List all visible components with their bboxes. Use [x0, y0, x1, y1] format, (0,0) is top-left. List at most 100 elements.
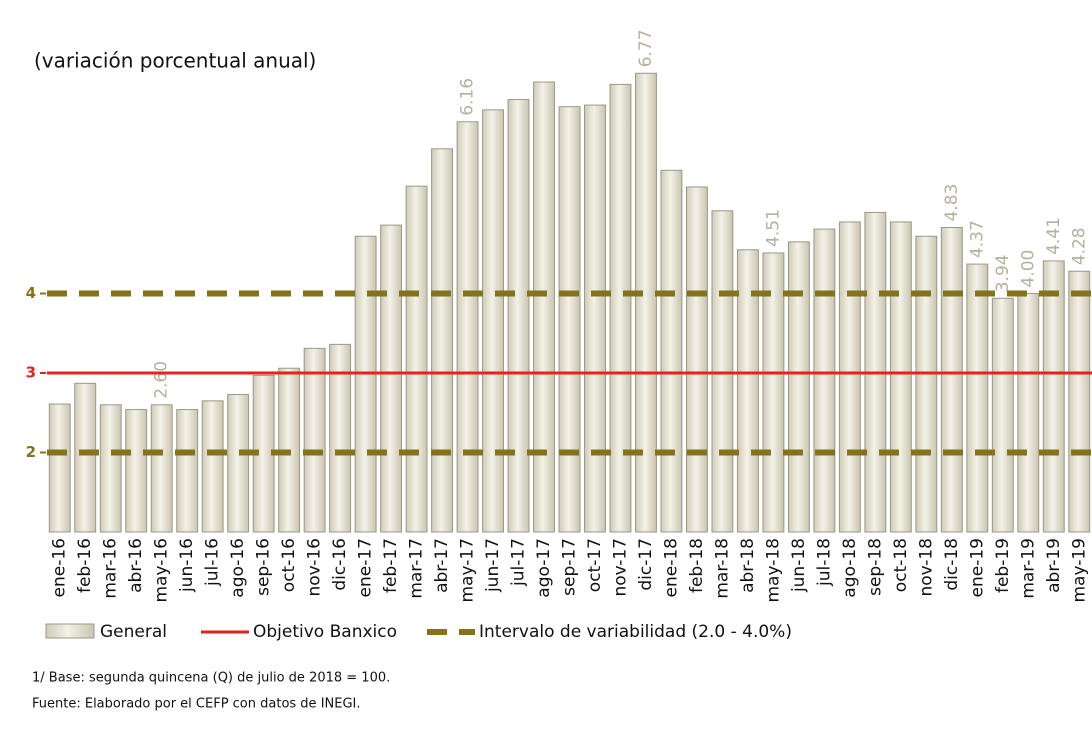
x-tick-label: mar-17: [407, 538, 427, 599]
bar: [1042, 260, 1065, 533]
bar: [201, 400, 224, 533]
x-tick-label: mar-16: [101, 538, 121, 599]
bar: [915, 235, 938, 533]
x-tick-label: jun-18: [789, 538, 809, 593]
x-tick-label: may-19: [1069, 538, 1089, 603]
bar: [303, 347, 326, 533]
value-label: 4.51: [763, 209, 783, 247]
bar: [787, 241, 810, 533]
value-label: 4.83: [942, 184, 962, 222]
bar: [74, 382, 97, 533]
legend-label: Intervalo de variabilidad (2.0 - 4.0%): [479, 622, 792, 642]
x-tick-label: jun-16: [177, 538, 197, 593]
bar: [456, 121, 479, 533]
y-tick-label: 3: [26, 364, 36, 382]
value-label: 4.28: [1069, 227, 1089, 265]
bar: [558, 106, 581, 533]
x-tick-label: feb-17: [381, 538, 401, 593]
y-tick-label: 2: [26, 443, 36, 461]
x-tick-label: mar-19: [1018, 538, 1038, 599]
x-tick-label: may-17: [458, 538, 478, 603]
x-tick-label: oct-17: [585, 538, 605, 592]
bar: [991, 297, 1014, 533]
value-label: 3.94: [993, 254, 1013, 292]
x-tick-label: abr-18: [738, 538, 758, 593]
y-tick-label: 4: [26, 284, 36, 302]
value-label: 4.00: [1018, 250, 1038, 288]
value-label: 6.77: [636, 29, 656, 67]
bar: [889, 221, 912, 533]
bar: [533, 81, 555, 533]
x-tick-label: sep-16: [254, 538, 274, 596]
x-tick-label: jun-17: [483, 538, 503, 593]
bar: [329, 343, 352, 533]
bar: [711, 210, 734, 533]
bar: [405, 185, 428, 533]
value-label: 6.16: [458, 78, 478, 116]
bar: [584, 104, 606, 533]
bar: [482, 109, 504, 533]
bar: [838, 221, 861, 533]
bar: [176, 409, 199, 533]
x-tick-label: may-18: [763, 538, 783, 603]
x-tick-label: feb-16: [75, 538, 95, 593]
x-tick-label: nov-17: [610, 538, 630, 597]
bar: [48, 403, 71, 533]
x-tick-label: ago-16: [228, 538, 248, 598]
x-tick-label: sep-18: [865, 538, 885, 596]
x-tick-label: ago-17: [534, 538, 554, 598]
bar: [431, 148, 454, 533]
bar: [736, 249, 759, 533]
x-tick-label: jul-16: [203, 538, 223, 587]
x-tick-label: dic-18: [942, 538, 962, 591]
value-label: 4.37: [967, 220, 987, 258]
bar: [813, 228, 836, 533]
x-tick-label: feb-19: [993, 538, 1013, 593]
bar: [685, 186, 708, 533]
value-label: 2.60: [152, 361, 172, 399]
x-tick-label: abr-19: [1044, 538, 1064, 593]
bar: [150, 404, 173, 533]
bar: [940, 227, 963, 533]
x-tick-label: jul-17: [509, 538, 529, 587]
x-tick-label: dic-16: [330, 538, 350, 591]
bar: [507, 99, 530, 533]
y-axis-label: (variación porcentual anual): [34, 49, 316, 73]
bar: [380, 224, 403, 533]
x-tick-label: ene-17: [356, 538, 376, 597]
note: Fuente: Elaborado por el CEFP con datos …: [32, 697, 361, 712]
note: 1/ Base: segunda quincena (Q) de julio d…: [32, 671, 390, 686]
bar: [660, 169, 683, 533]
x-tick-label: oct-18: [891, 538, 911, 592]
bar: [125, 409, 148, 533]
bar: [1068, 270, 1091, 533]
bar: [1017, 293, 1040, 533]
x-tick-label: ene-16: [50, 538, 70, 597]
x-tick-label: ene-18: [661, 538, 681, 597]
legend-label: Objetivo Banxico: [253, 622, 397, 642]
x-tick-label: abr-17: [432, 538, 452, 593]
x-tick-label: ago-18: [840, 538, 860, 598]
x-tick-label: jul-18: [814, 538, 834, 587]
bar: [99, 404, 122, 533]
x-tick-label: oct-16: [279, 538, 299, 592]
x-tick-label: abr-16: [126, 538, 146, 593]
x-tick-label: ene-19: [967, 538, 987, 597]
bar: [609, 83, 632, 533]
legend-swatch: [45, 623, 95, 639]
bar: [966, 263, 989, 533]
value-label: 4.41: [1044, 217, 1064, 255]
x-tick-label: sep-17: [560, 538, 580, 596]
bar: [227, 393, 250, 533]
x-tick-label: feb-18: [687, 538, 707, 593]
x-tick-label: nov-18: [916, 538, 936, 597]
bar: [354, 235, 377, 533]
bar: [762, 252, 785, 533]
x-tick-label: dic-17: [636, 538, 656, 591]
bar: [635, 72, 657, 533]
x-tick-label: may-16: [152, 538, 172, 603]
x-tick-label: mar-18: [712, 538, 732, 599]
legend-label: General: [100, 622, 167, 642]
x-tick-label: nov-16: [305, 538, 325, 597]
